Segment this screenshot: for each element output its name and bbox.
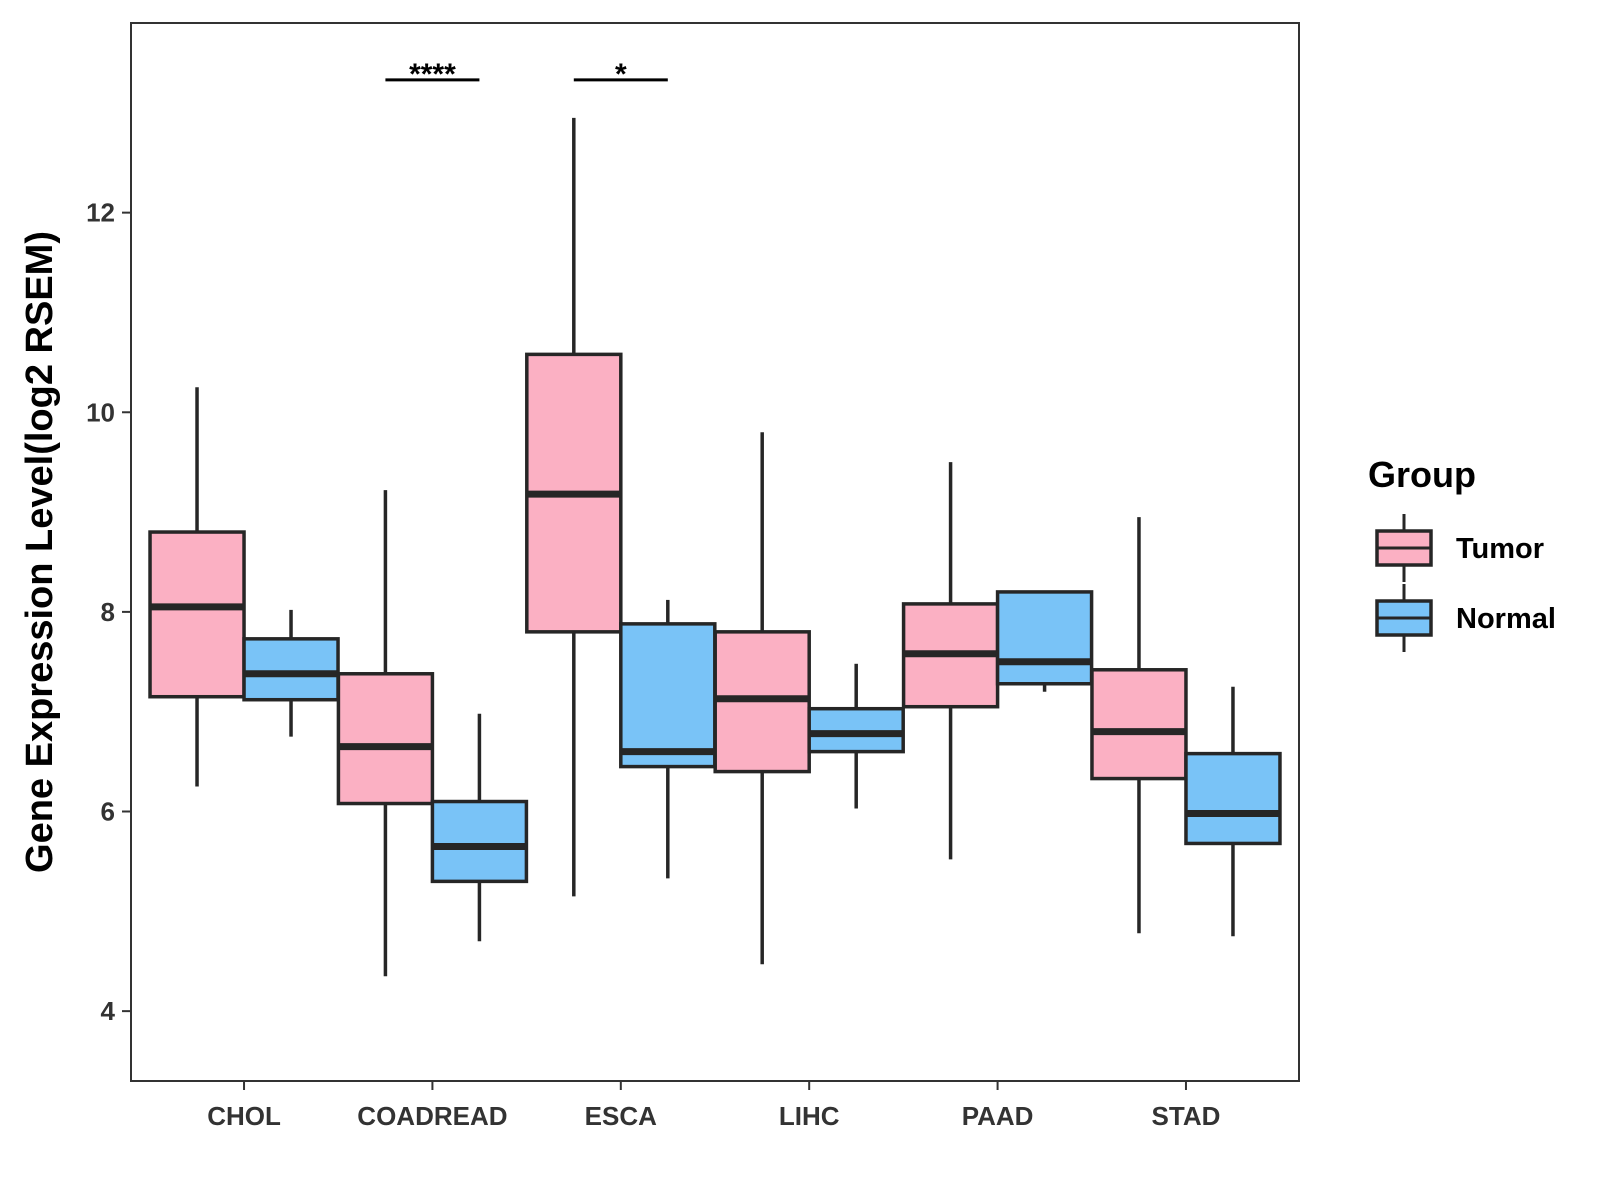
y-axis: 4 6 8 10 12 (86, 198, 131, 1026)
y-tick-label: 10 (86, 397, 115, 427)
legend: Group Tumor Normal (1368, 454, 1556, 652)
y-tick-label: 12 (86, 198, 115, 228)
box-normal-esca (619, 599, 717, 879)
legend-label-normal: Normal (1456, 603, 1556, 635)
y-tick-label: 4 (101, 996, 116, 1026)
box-tumor-esca (525, 117, 623, 897)
iqr-box (336, 672, 435, 806)
boxplots (148, 117, 1282, 977)
box-normal-stad (1184, 686, 1282, 937)
x-tick-label-lihc: LIHC (779, 1101, 840, 1131)
iqr-box (148, 530, 246, 699)
iqr-box (242, 637, 340, 702)
x-tick-label-coadread: COADREAD (357, 1101, 507, 1131)
significance-annotations: **** * (385, 58, 668, 91)
y-axis-title: Gene Expression Level(log2 RSEM) (19, 231, 61, 873)
box-normal-lihc (807, 663, 905, 809)
box-tumor-chol (148, 387, 246, 787)
x-tick-label-stad: STAD (1152, 1101, 1221, 1131)
significance-label: * (615, 58, 627, 91)
box-normal-coadread (430, 713, 529, 942)
legend-key-normal (1375, 584, 1433, 652)
legend-label-tumor: Tumor (1456, 533, 1544, 565)
box-tumor-coadread (336, 490, 435, 977)
iqr-box (619, 622, 717, 769)
x-axis: CHOL COADREAD ESCA LIHC PAAD STAD (207, 1081, 1220, 1131)
box-normal-paad (995, 590, 1094, 692)
y-tick-label: 6 (101, 797, 115, 827)
x-tick-label-chol: CHOL (207, 1101, 281, 1131)
x-tick-label-esca: ESCA (585, 1101, 657, 1131)
box-tumor-stad (1090, 517, 1188, 934)
plot-background (131, 23, 1299, 1081)
box-tumor-paad (901, 462, 1000, 860)
iqr-box (1184, 751, 1282, 846)
significance-label: **** (409, 58, 456, 91)
iqr-box (1090, 668, 1188, 781)
legend-title: Group (1368, 454, 1476, 495)
legend-key-tumor (1375, 514, 1433, 582)
y-tick-label: 8 (101, 597, 115, 627)
box-normal-chol (242, 609, 340, 737)
iqr-box (995, 590, 1094, 686)
iqr-box (430, 799, 529, 884)
box-tumor-lihc (713, 432, 811, 965)
x-tick-label-paad: PAAD (962, 1101, 1034, 1131)
plot-panel-border (130, 22, 1300, 1082)
